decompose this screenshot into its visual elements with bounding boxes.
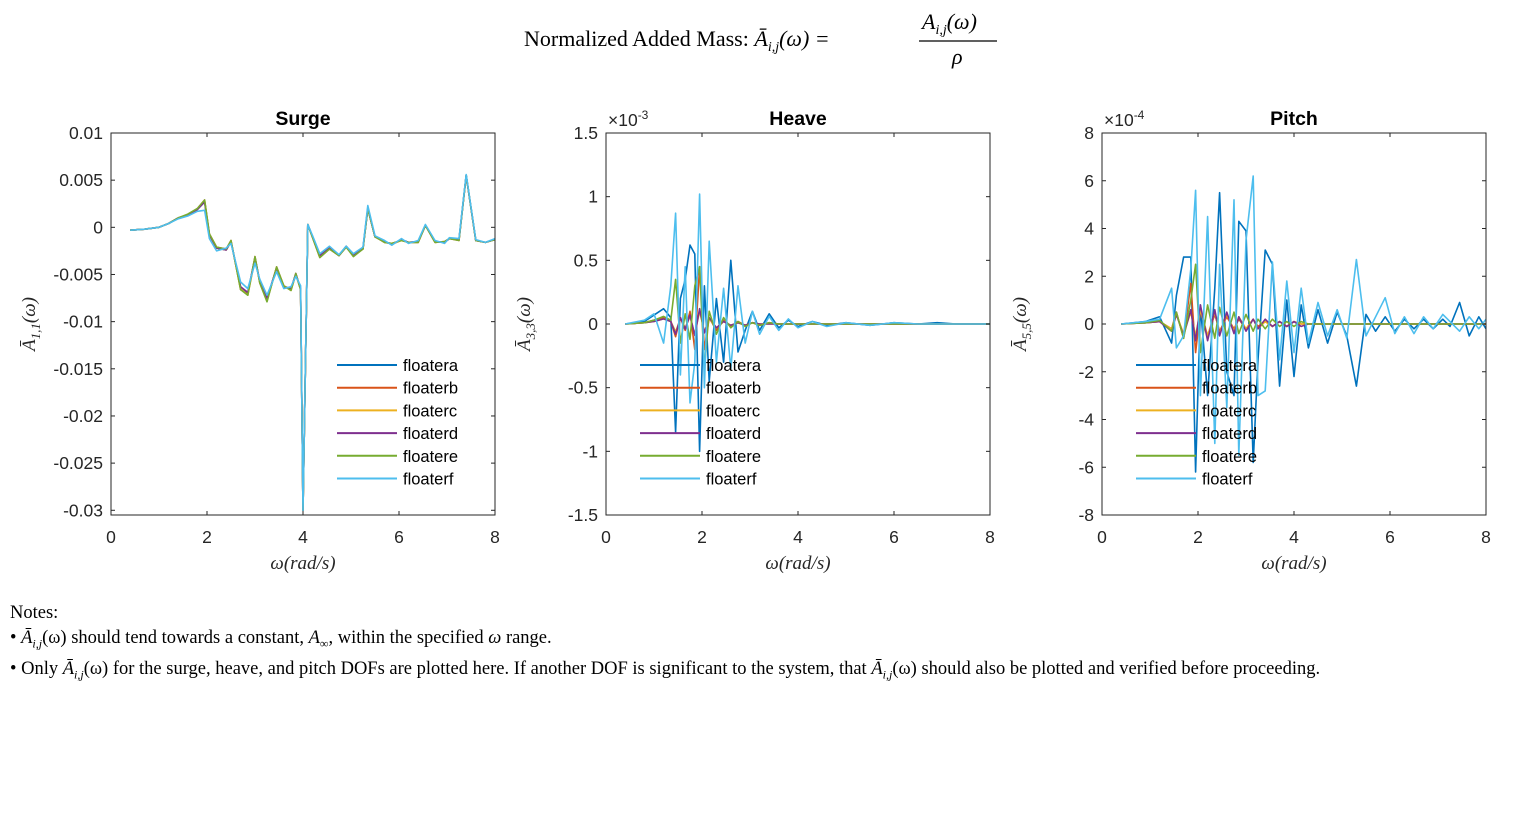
- y-axis-label: Ā3,3(ω): [514, 297, 538, 353]
- legend-label-floaterb: floaterb: [403, 380, 458, 398]
- suptitle-lhs: Ā: [752, 26, 768, 51]
- legend-label-floaterc: floaterc: [1202, 402, 1256, 420]
- legend-label-floaterd: floaterd: [706, 425, 761, 443]
- y-tick-label: 4: [1084, 219, 1094, 239]
- heave-axes: 0 2 4 6 8 1.5 1 0.5 0 -0.5 -1 -1.5 ×10-3 Heave ω(rad/s…: [514, 108, 995, 574]
- suptitle-text: Normalized Added Mass:: [524, 26, 754, 51]
- y-tick-label: -0.5: [568, 378, 598, 398]
- x-axis-label: ω(rad/s): [765, 553, 830, 574]
- y-tick-label: 6: [1084, 171, 1094, 191]
- series-lines: [625, 193, 990, 453]
- x-tick-label: 8: [1481, 527, 1491, 547]
- legend-label-floaterf: floaterf: [403, 471, 454, 489]
- x-tick-label: 4: [298, 527, 308, 547]
- svg-text:Ai,j(ω): Ai,j(ω): [920, 9, 977, 38]
- y-tick-label: 0.01: [69, 123, 103, 143]
- x-tick-label: 0: [601, 527, 611, 547]
- pitch-axes: 0 2 4 6 8 8 6 4 2 0 -2 -4 -6 -8 ×10-4 Pitch ω(rad/s) Ā5,5…: [1010, 108, 1491, 574]
- axis-exponent: ×10-4: [1104, 108, 1145, 130]
- y-tick-label: 0: [1084, 314, 1094, 334]
- y-tick-label: -4: [1078, 410, 1094, 430]
- y-tick-label: -0.015: [53, 359, 103, 379]
- legend: floatera floaterb floaterc floaterd floatere…: [1136, 357, 1258, 489]
- x-tick-label: 2: [202, 527, 212, 547]
- y-tick-label: -0.005: [53, 264, 103, 284]
- legend-label-floaterf: floaterf: [706, 471, 757, 489]
- surge-axes: 0 2 4 6 8 0.01 0.005 0 -0.005 -0.01 -0.015 -0.02 -0.…: [19, 108, 500, 574]
- suptitle-num-sub: i,j: [935, 23, 946, 38]
- legend-label-floaterd: floaterd: [403, 425, 458, 443]
- axis-exponent: ×10-3: [608, 108, 649, 130]
- y-tick-label: 1.5: [574, 123, 598, 143]
- legend: floatera floaterb floaterc floaterd floatere…: [640, 357, 762, 489]
- axes-title: Heave: [769, 108, 827, 130]
- legend-label-floatere: floatere: [403, 448, 458, 466]
- suptitle-num: A: [920, 9, 936, 34]
- y-tick-label: 0.005: [59, 170, 103, 190]
- notes-line-2: • Only Āi,j(ω) for the surge, heave, and…: [10, 658, 1321, 682]
- x-tick-label: 4: [793, 527, 803, 547]
- legend-label-floatere: floatere: [1202, 448, 1257, 466]
- x-tick-label: 8: [985, 527, 995, 547]
- x-tick-label: 8: [490, 527, 500, 547]
- x-tick-label: 6: [394, 527, 404, 547]
- svg-text:Normalized Added Mass: Āi,j(ω): Normalized Added Mass: Āi,j(ω) =: [524, 26, 830, 55]
- legend-label-floaterb: floaterb: [706, 380, 761, 398]
- legend: floatera floaterb floaterc floaterd floatere…: [337, 357, 459, 489]
- legend-label-floatere: floatere: [706, 448, 761, 466]
- legend-label-floaterc: floaterc: [706, 402, 760, 420]
- series-line-floaterf: [625, 193, 990, 404]
- x-tick-label: 2: [1193, 527, 1203, 547]
- y-tick-label: -0.025: [53, 453, 103, 473]
- y-axis-label: Ā1,1(ω): [19, 297, 43, 353]
- suptitle-den: ρ: [951, 44, 963, 69]
- y-tick-label: 0.5: [574, 250, 598, 270]
- y-tick-label: 0: [93, 217, 103, 237]
- x-tick-label: 2: [697, 527, 707, 547]
- x-tick-label: 6: [1385, 527, 1395, 547]
- series-line-floaterf: [1121, 175, 1486, 457]
- suptitle-arg: (ω) =: [779, 26, 830, 51]
- legend-label-floaterf: floaterf: [1202, 471, 1253, 489]
- y-tick-label: -0.01: [63, 312, 103, 332]
- y-axis-label: Ā5,5(ω): [1010, 297, 1034, 353]
- y-tick-label: 8: [1084, 123, 1094, 143]
- y-tick-label: 2: [1084, 266, 1094, 286]
- y-tick-label: -1.5: [568, 505, 598, 525]
- y-tick-label: -0.02: [63, 406, 103, 426]
- y-tick-label: 1: [588, 187, 598, 207]
- y-tick-label: -0.03: [63, 500, 103, 520]
- series-line-floaterf: [130, 173, 495, 512]
- notes-line-1: • Āi,j(ω) should tend towards a constant…: [10, 628, 552, 651]
- y-tick-label: -1: [582, 441, 598, 461]
- legend-label-floatera: floatera: [403, 357, 459, 375]
- y-tick-label: -8: [1078, 505, 1094, 525]
- suptitle-lhs-sub: i,j: [768, 40, 779, 55]
- notes-block: Notes: • Āi,j(ω) should tend towards a c…: [10, 601, 1490, 687]
- y-tick-label: -2: [1078, 362, 1094, 382]
- legend-label-floaterd: floaterd: [1202, 425, 1257, 443]
- x-tick-label: 0: [1097, 527, 1107, 547]
- legend-label-floatera: floatera: [706, 357, 762, 375]
- series-lines: [1121, 175, 1486, 473]
- suptitle-num-arg: (ω): [947, 9, 977, 34]
- y-tick-label: -6: [1078, 457, 1094, 477]
- y-tick-label: 0: [588, 314, 598, 334]
- axes-title: Pitch: [1270, 108, 1318, 130]
- x-tick-label: 0: [106, 527, 116, 547]
- legend-label-floaterc: floaterc: [403, 402, 457, 420]
- legend-label-floatera: floatera: [1202, 357, 1258, 375]
- legend-label-floaterb: floaterb: [1202, 380, 1257, 398]
- x-axis-label: ω(rad/s): [1261, 553, 1326, 574]
- figure-suptitle: Normalized Added Mass: Āi,j(ω) = Ai,j(ω)…: [524, 9, 997, 69]
- axes-title: Surge: [275, 108, 330, 130]
- x-tick-label: 6: [889, 527, 899, 547]
- x-axis-label: ω(rad/s): [270, 553, 335, 574]
- notes-heading: Notes:: [10, 603, 59, 623]
- x-tick-label: 4: [1289, 527, 1299, 547]
- series-lines: [130, 173, 495, 512]
